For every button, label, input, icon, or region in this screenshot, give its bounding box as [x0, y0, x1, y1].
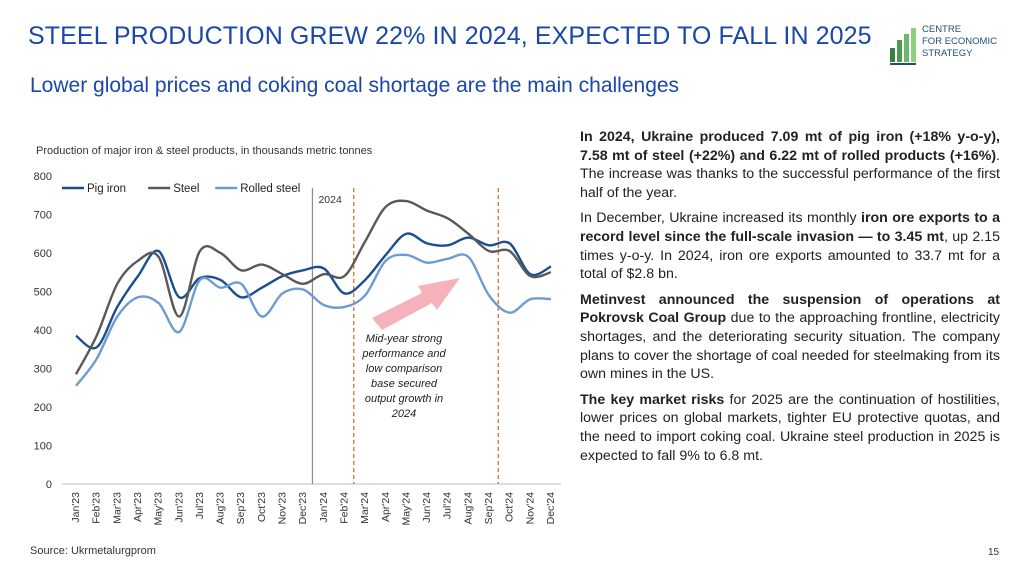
- x-tick-label: Dec'24: [545, 492, 557, 525]
- legend-label: Pig iron: [87, 183, 126, 195]
- series-line-pig-iron: [75, 232, 552, 350]
- logo-line-3: STRATEGY: [922, 48, 973, 59]
- logo-text: CENTRE FOR ECONOMIC STRATEGY: [922, 24, 997, 60]
- y-tick-label: 0: [46, 479, 52, 491]
- p4-rest: for 2025 are the continuation of hostili…: [580, 391, 1000, 464]
- legend-label: Steel: [173, 183, 199, 195]
- y-tick-label: 400: [34, 325, 52, 337]
- y-tick-label: 100: [34, 441, 52, 453]
- logo-line-2: FOR ECONOMIC: [922, 36, 997, 47]
- series-line-steel: [74, 199, 552, 375]
- ces-logo: CENTRE FOR ECONOMIC STRATEGY: [890, 24, 1020, 68]
- x-tick-label: Feb'23: [91, 492, 103, 524]
- slide-title: STEEL PRODUCTION GREW 22% IN 2024, EXPEC…: [28, 22, 872, 50]
- x-tick-label: Dec'23: [297, 492, 309, 525]
- p4-bold: The key market risks: [580, 391, 725, 408]
- logo-bars-icon: [890, 28, 916, 65]
- x-tick-label: Mar'23: [111, 492, 123, 524]
- x-tick-label: Jun'23: [173, 492, 185, 523]
- paragraph-production: In 2024, Ukraine produced 7.09 mt of pig…: [580, 128, 1000, 202]
- legend-label: Rolled steel: [240, 183, 300, 195]
- y-tick-label: 300: [34, 364, 52, 376]
- x-tick-label: May'24: [400, 492, 412, 526]
- production-line-chart: 0 100 200 300 400 500 600 700 800 Jan'23 Feb'23 Ma…: [34, 171, 561, 526]
- x-tick-label: Jun'24: [421, 492, 433, 523]
- x-tick-label: Aug'23: [215, 492, 227, 525]
- p2-a: In December, Ukraine increased its month…: [580, 210, 862, 227]
- p2-rest: , up 2.15 times y-o-y. In 2024, iron ore…: [580, 228, 1000, 283]
- x-tick-label: Sep'23: [235, 492, 247, 525]
- x-tick-label: Sep'24: [483, 492, 495, 525]
- paragraph-iron-ore: In December, Ukraine increased its month…: [580, 209, 1000, 283]
- commentary-panel: In 2024, Ukraine produced 7.09 mt of pig…: [580, 128, 1000, 472]
- x-tick-label: Jul'23: [194, 492, 206, 519]
- x-tick-label: Oct'23: [256, 492, 268, 522]
- chart-heading: Production of major iron & steel product…: [36, 145, 373, 157]
- series-line-rolled-steel: [75, 253, 552, 387]
- x-tick-label: Aug'24: [462, 492, 474, 525]
- growth-arrow-icon: [372, 278, 460, 330]
- y-tick-label: 500: [34, 287, 52, 299]
- y-tick-label: 700: [34, 210, 52, 222]
- p3-bold: Metinvest announced the suspension of op…: [580, 291, 1000, 327]
- x-tick-label: Apr'23: [132, 492, 144, 522]
- p1-rest: . The increase was thanks to the success…: [580, 147, 1000, 201]
- year-2024-label: 2024: [318, 194, 342, 206]
- x-tick-label: Jan'23: [70, 492, 82, 523]
- y-tick-label: 800: [34, 171, 52, 183]
- slide-subtitle: Lower global prices and coking coal shor…: [30, 74, 680, 97]
- x-tick-label: Jul'24: [442, 492, 454, 519]
- paragraph-risks: The key market risks for 2025 are the co…: [580, 391, 1000, 465]
- x-tick-label: Apr'24: [380, 492, 392, 522]
- page-number: 15: [988, 547, 1000, 558]
- annotation-text: Mid-year strong performance and low compar…: [361, 333, 446, 420]
- p1-bold: In 2024, Ukraine produced 7.09 mt of pig…: [580, 129, 1000, 164]
- x-tick-label: Nov'23: [277, 492, 289, 525]
- x-tick-label: Feb'24: [338, 492, 350, 524]
- x-tick-label: Mar'24: [359, 492, 371, 524]
- p2-bold: iron ore exports to a record level since…: [580, 210, 1001, 245]
- x-tick-label: Oct'24: [504, 492, 516, 522]
- source-note: Source: Ukrmetalurgprom: [30, 545, 156, 557]
- y-tick-label: 600: [34, 248, 52, 260]
- x-tick-label: May'23: [153, 492, 165, 526]
- x-tick-label: Nov'24: [524, 492, 536, 525]
- logo-line-1: CENTRE: [922, 24, 962, 35]
- paragraph-metinvest: Metinvest announced the suspension of op…: [580, 291, 1000, 384]
- x-tick-label: Jan'24: [318, 492, 330, 523]
- p3-rest: due to the approaching frontline, electr…: [580, 310, 1000, 383]
- y-tick-label: 200: [34, 402, 52, 414]
